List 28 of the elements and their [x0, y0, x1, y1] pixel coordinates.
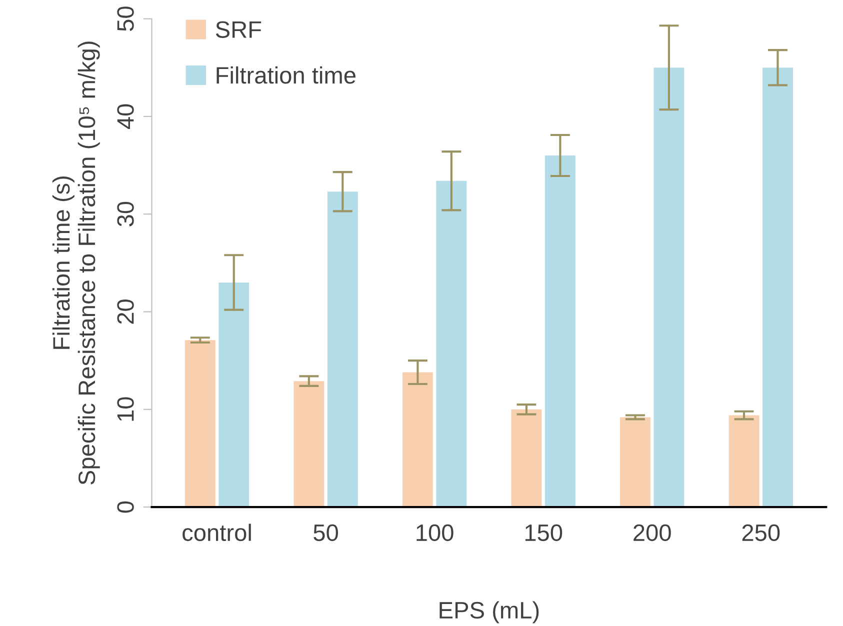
y-tick-label: 50 [117, 6, 134, 31]
y-tick-label: 0 [117, 501, 134, 513]
x-tick-label: 100 [416, 524, 454, 542]
bar [762, 68, 793, 508]
x-tick-label: 50 [314, 524, 338, 542]
bar [218, 282, 250, 508]
bar [654, 68, 684, 508]
y-tick-label: 10 [117, 397, 134, 421]
bar [728, 415, 760, 508]
y-axis-title: Filtration time (s) Specific Resistance to Filtration (10⁵ m/kg) [52, 42, 100, 485]
y-tick-label: 20 [117, 300, 134, 324]
bar [184, 340, 216, 508]
bar [327, 192, 358, 508]
bar [294, 381, 324, 508]
y-tick-label: 40 [117, 104, 134, 130]
x-tick-label: 200 [634, 524, 671, 542]
bar [620, 417, 650, 508]
y-tick-label: 30 [117, 202, 134, 226]
x-tick-label: 250 [742, 524, 780, 542]
x-tick-label: 150 [525, 524, 562, 542]
x-axis-title: EPS (mL) [440, 601, 539, 624]
bar [402, 372, 433, 508]
legend-label: Filtration time [216, 66, 356, 84]
bar [544, 156, 576, 508]
bar [436, 180, 467, 508]
x-tick-label: control [182, 524, 251, 542]
legend-label: SRF [216, 21, 262, 38]
bar [511, 409, 542, 508]
